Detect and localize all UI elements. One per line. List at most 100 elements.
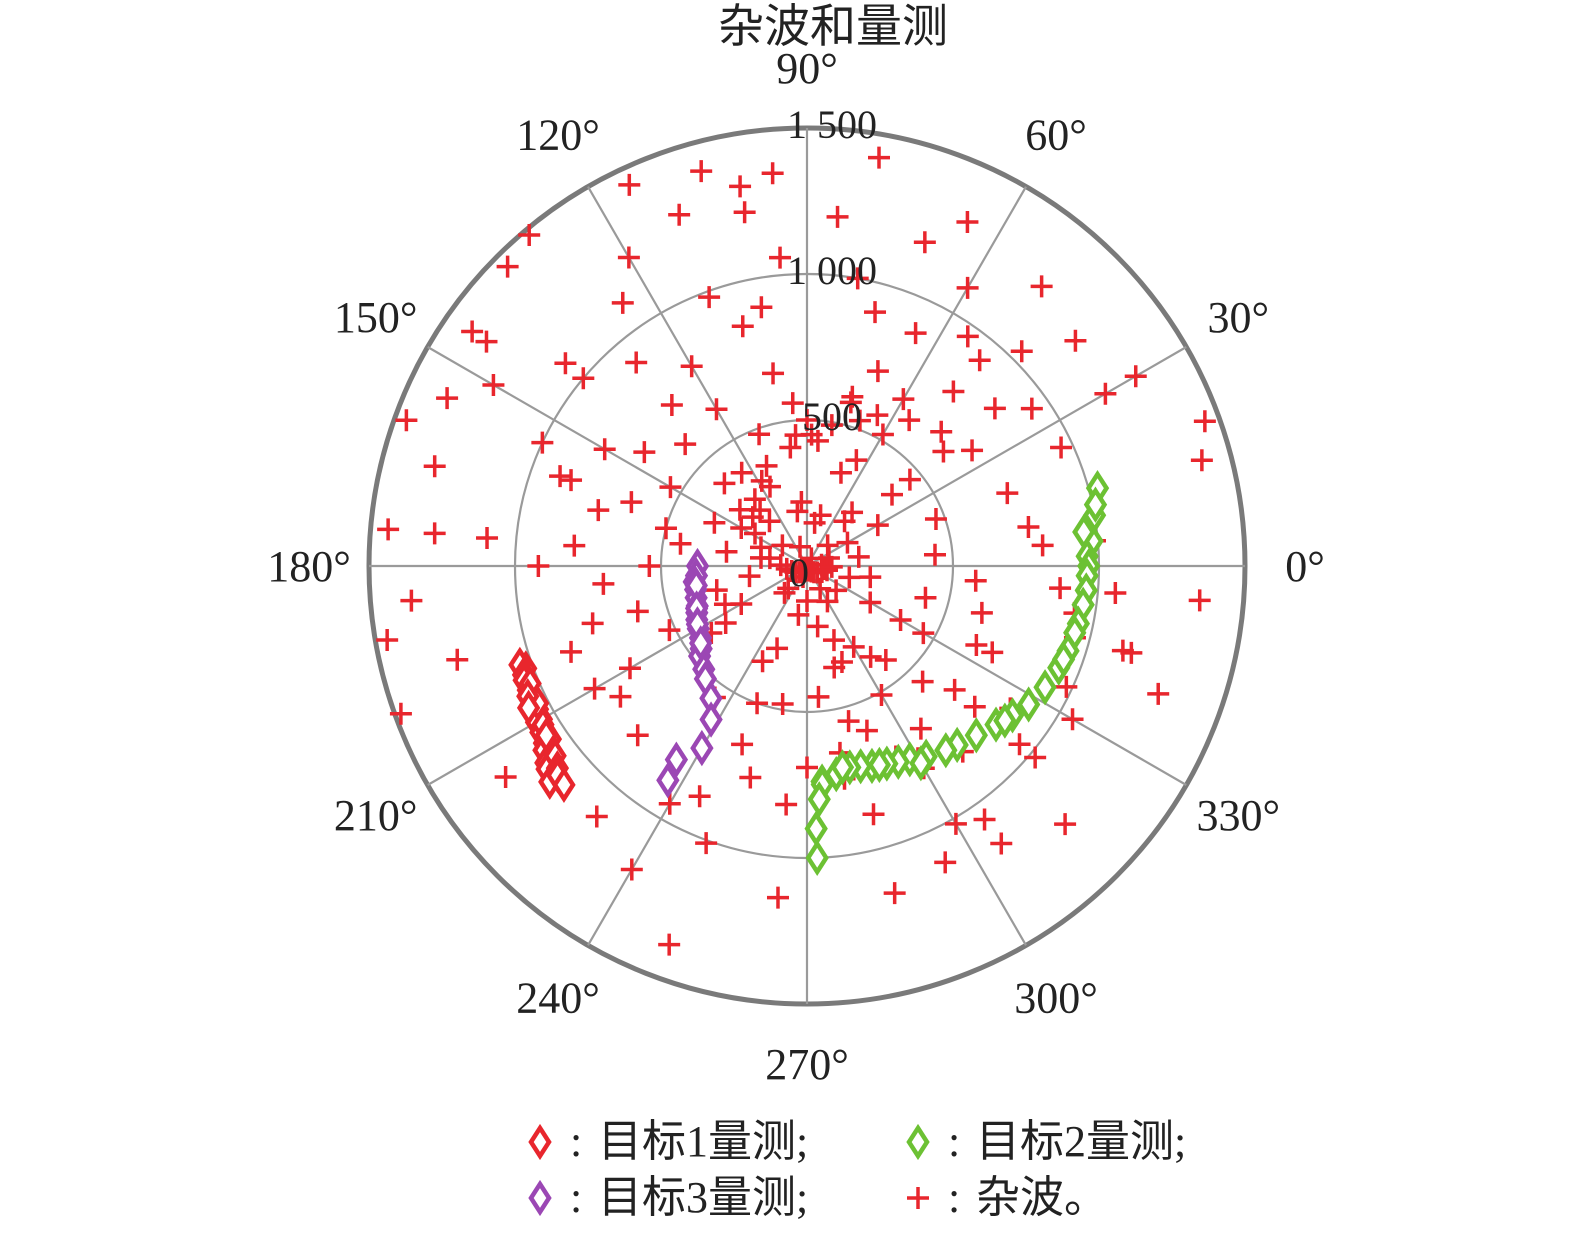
clutter-point — [729, 175, 752, 198]
legend-label: 目标1量测; — [598, 1117, 808, 1166]
clutter-point — [898, 468, 921, 491]
clutter-point — [810, 561, 833, 584]
clutter-point — [963, 695, 986, 718]
clutter-point — [889, 609, 912, 632]
angle-tick-label: 0° — [1285, 542, 1325, 591]
legend-separator: : — [948, 1173, 960, 1222]
target2-point — [1072, 513, 1096, 551]
clutter-point — [981, 641, 1004, 664]
clutter-point — [820, 414, 843, 437]
clutter-point — [838, 566, 861, 589]
clutter-point — [395, 409, 418, 432]
clutter-point — [531, 431, 554, 454]
chart-title: 杂波和量测 — [718, 1, 948, 52]
clutter-point — [690, 160, 713, 183]
clutter-point — [807, 685, 830, 708]
target2-point — [807, 781, 831, 818]
clutter-point — [1124, 365, 1147, 388]
clutter-point — [823, 656, 846, 679]
clutter-point — [748, 423, 771, 446]
clutter-point — [816, 590, 839, 613]
target2-point — [993, 702, 1017, 739]
clutter-point — [1193, 410, 1216, 433]
clutter-point — [592, 572, 615, 595]
grid-spoke — [806, 186, 1027, 567]
legend-marker — [528, 1123, 552, 1161]
clutter-point — [496, 255, 519, 278]
clutter-point — [924, 508, 947, 531]
clutter-point — [809, 504, 832, 527]
clutter-point — [713, 593, 736, 616]
clutter-point — [904, 322, 927, 345]
clutter-point — [620, 491, 643, 514]
clutter-point — [943, 678, 966, 701]
clutter-point — [658, 792, 681, 815]
legend-separator: : — [570, 1173, 582, 1222]
target3-point — [699, 701, 723, 738]
clutter-point — [956, 276, 979, 299]
clutter-point — [883, 882, 906, 905]
angle-tick-label: 180° — [267, 542, 351, 591]
clutter-point — [461, 320, 484, 343]
clutter-point — [923, 543, 946, 566]
target2-point — [1083, 486, 1108, 523]
clutter-point — [751, 650, 774, 673]
legend-label: 杂波。 — [976, 1173, 1108, 1222]
clutter-point — [728, 498, 751, 521]
clutter-point — [703, 511, 726, 534]
clutter-point — [771, 534, 794, 557]
target3-point — [690, 729, 714, 767]
clutter-point — [609, 685, 632, 708]
clutter-point — [423, 522, 446, 545]
clutter-point — [822, 629, 845, 652]
clutter-point — [475, 330, 498, 353]
clutter-point — [836, 531, 859, 554]
target2-point — [909, 745, 933, 782]
clutter-point — [377, 518, 400, 541]
angle-tick-label: 120° — [516, 111, 600, 160]
clutter-point — [620, 858, 643, 881]
clutter-point — [892, 388, 915, 411]
clutter-point — [771, 693, 794, 716]
target1-point — [534, 717, 558, 754]
angle-tick-label: 60° — [1025, 111, 1087, 160]
clutter-point — [859, 566, 882, 589]
clutter-point — [870, 683, 893, 706]
angle-tick-label: 330° — [1196, 791, 1280, 840]
clutter-point — [389, 702, 412, 725]
clutter-point — [777, 577, 800, 600]
clutter-point — [859, 645, 882, 668]
clutter-point — [750, 296, 773, 319]
clutter-point — [1049, 577, 1072, 600]
clutter-point — [815, 559, 838, 582]
clutter-point — [983, 397, 1006, 420]
clutter-point — [587, 499, 610, 522]
legend-marker — [528, 1179, 552, 1217]
clutter-point — [833, 510, 856, 533]
legend-marker — [906, 1123, 930, 1161]
clutter-point — [829, 461, 852, 484]
target1-point — [516, 689, 541, 727]
clutter-point — [881, 483, 903, 506]
clutter-point — [800, 423, 823, 446]
clutter-point — [660, 393, 683, 416]
clutter-point — [743, 488, 766, 511]
clutter-point — [476, 527, 499, 550]
clutter-point — [964, 569, 987, 592]
clutter-point — [658, 619, 681, 642]
clutter-point — [659, 476, 682, 499]
target2-point — [964, 717, 988, 754]
clutter-point — [826, 205, 849, 228]
clutter-point — [912, 622, 935, 645]
clutter-point — [1190, 449, 1213, 472]
clutter-point — [1010, 340, 1033, 363]
clutter-point — [866, 514, 889, 537]
clutter-point — [1030, 275, 1053, 298]
clutter-point — [585, 805, 608, 828]
angle-tick-label: 270° — [765, 1040, 849, 1089]
angle-tick-label: 30° — [1207, 293, 1269, 342]
clutter-point — [423, 455, 446, 478]
clutter-point — [820, 555, 843, 578]
legend-item-clutter: : 杂波。 — [907, 1173, 1108, 1222]
clutter-point — [773, 581, 796, 604]
